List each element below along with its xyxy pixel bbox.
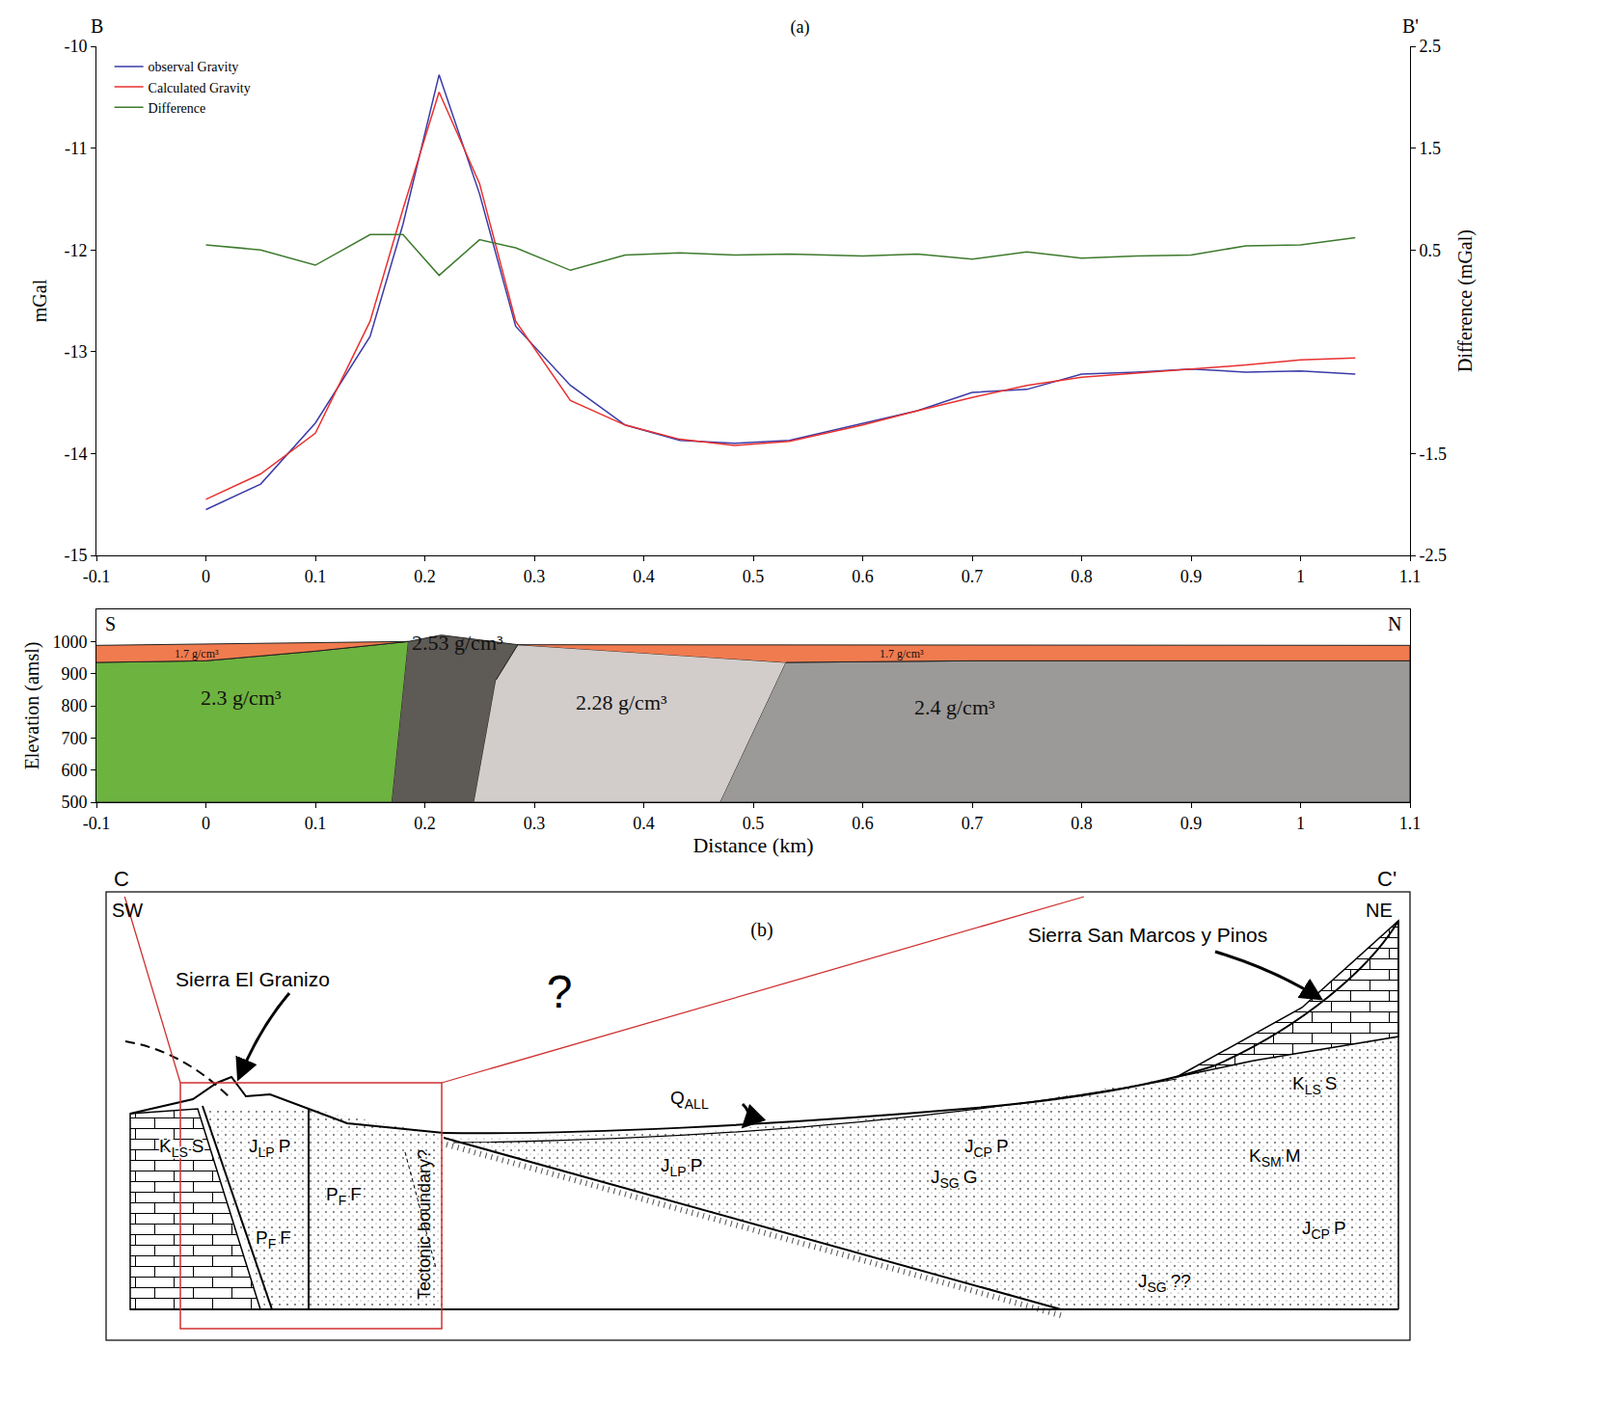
svg-text:NE: NE: [1365, 899, 1393, 922]
svg-text:0.7: 0.7: [961, 813, 984, 834]
svg-text:2.53 g/cm³: 2.53 g/cm³: [411, 630, 504, 655]
svg-text:(a): (a): [790, 17, 811, 38]
svg-text:PFF: PFF: [325, 1184, 362, 1209]
svg-text:C': C': [1377, 867, 1397, 892]
svg-text:KLSS: KLSS: [1292, 1073, 1338, 1098]
svg-text:mGal: mGal: [28, 278, 51, 323]
svg-text:1000: 1000: [52, 632, 87, 652]
svg-text:JLPP: JLPP: [248, 1136, 291, 1161]
svg-text:JCPP: JCPP: [964, 1136, 1009, 1161]
svg-text:SW: SW: [111, 899, 143, 922]
svg-text:0.8: 0.8: [1070, 813, 1093, 834]
svg-text:0.2: 0.2: [413, 567, 436, 587]
svg-text:1: 1: [1296, 813, 1305, 834]
svg-text:Difference (mGal): Difference (mGal): [1454, 229, 1477, 373]
svg-text:-14: -14: [63, 444, 87, 464]
svg-text:2.5: 2.5: [1419, 36, 1442, 56]
svg-text:-11: -11: [64, 138, 87, 159]
svg-text:2.3 g/cm³: 2.3 g/cm³: [200, 685, 282, 710]
svg-text:1.7 g/cm³: 1.7 g/cm³: [174, 647, 219, 661]
svg-text:1.1: 1.1: [1399, 567, 1422, 587]
svg-text:QALL: QALL: [670, 1087, 709, 1112]
svg-text:JSGG: JSGG: [930, 1166, 978, 1192]
svg-text:Sierra El Granizo: Sierra El Granizo: [175, 968, 330, 991]
svg-text:Distance (km): Distance (km): [692, 833, 814, 858]
svg-text:-2.5: -2.5: [1419, 545, 1448, 566]
svg-text:800: 800: [60, 696, 87, 716]
svg-text:JLPP: JLPP: [660, 1155, 703, 1180]
svg-text:Sierra San Marcos y Pinos: Sierra San Marcos y Pinos: [1028, 923, 1269, 947]
svg-text:0.6: 0.6: [851, 567, 874, 587]
svg-text:-10: -10: [63, 36, 87, 56]
svg-text:1: 1: [1296, 567, 1305, 587]
svg-text:0.7: 0.7: [961, 567, 984, 587]
svg-text:0.5: 0.5: [742, 567, 765, 587]
svg-text:600: 600: [60, 760, 87, 781]
svg-text:(b): (b): [750, 919, 773, 942]
svg-text:0.5: 0.5: [742, 813, 765, 834]
svg-text:0.9: 0.9: [1180, 813, 1203, 834]
svg-text:0.5: 0.5: [1419, 241, 1442, 261]
svg-text:900: 900: [60, 664, 87, 684]
svg-text:0.1: 0.1: [304, 567, 327, 587]
svg-text:0: 0: [201, 567, 211, 587]
svg-text:0.3: 0.3: [523, 813, 546, 834]
svg-text:Elevation (amsl): Elevation (amsl): [21, 642, 44, 771]
svg-text:C: C: [113, 867, 130, 892]
svg-text:N: N: [1387, 613, 1402, 635]
svg-text:0.9: 0.9: [1180, 567, 1203, 587]
svg-text:0.8: 0.8: [1070, 567, 1093, 587]
svg-text:Difference: Difference: [148, 101, 207, 116]
svg-text:Calculated Gravity: Calculated Gravity: [148, 81, 251, 96]
svg-text:-15: -15: [63, 545, 87, 566]
svg-text:-0.1: -0.1: [82, 813, 111, 834]
svg-text:1.1: 1.1: [1399, 813, 1422, 834]
svg-text:-12: -12: [63, 241, 87, 261]
svg-text:0.4: 0.4: [632, 813, 655, 834]
svg-text:-13: -13: [63, 342, 87, 362]
svg-text:JCPP: JCPP: [1301, 1218, 1347, 1243]
svg-text:1.7 g/cm³: 1.7 g/cm³: [879, 647, 924, 661]
svg-text:Tectonic boundary?: Tectonic boundary?: [414, 1149, 434, 1301]
svg-text:S: S: [105, 613, 116, 635]
svg-text:-0.1: -0.1: [82, 567, 111, 587]
svg-text:0: 0: [201, 813, 211, 834]
svg-text:B': B': [1402, 15, 1419, 37]
svg-text:700: 700: [60, 729, 87, 749]
svg-text:0.3: 0.3: [523, 567, 546, 587]
svg-text:500: 500: [60, 792, 87, 813]
svg-text:observal Gravity: observal Gravity: [148, 59, 240, 75]
svg-text:-1.5: -1.5: [1419, 444, 1448, 464]
svg-text:0.4: 0.4: [632, 567, 655, 587]
svg-text:0.2: 0.2: [413, 813, 436, 834]
svg-text:0.6: 0.6: [851, 813, 874, 834]
svg-text:B: B: [90, 15, 104, 37]
svg-text:KLSS: KLSS: [159, 1136, 205, 1161]
svg-text:1.5: 1.5: [1419, 138, 1442, 159]
svg-text:JSG??: JSG??: [1138, 1271, 1192, 1296]
svg-text:2.28 g/cm³: 2.28 g/cm³: [575, 690, 668, 715]
svg-text:PFF: PFF: [255, 1227, 292, 1252]
svg-text:2.4 g/cm³: 2.4 g/cm³: [914, 695, 996, 720]
svg-text:0.1: 0.1: [304, 813, 327, 834]
svg-text:KSMM: KSMM: [1248, 1145, 1302, 1170]
svg-text:?: ?: [546, 966, 573, 1018]
